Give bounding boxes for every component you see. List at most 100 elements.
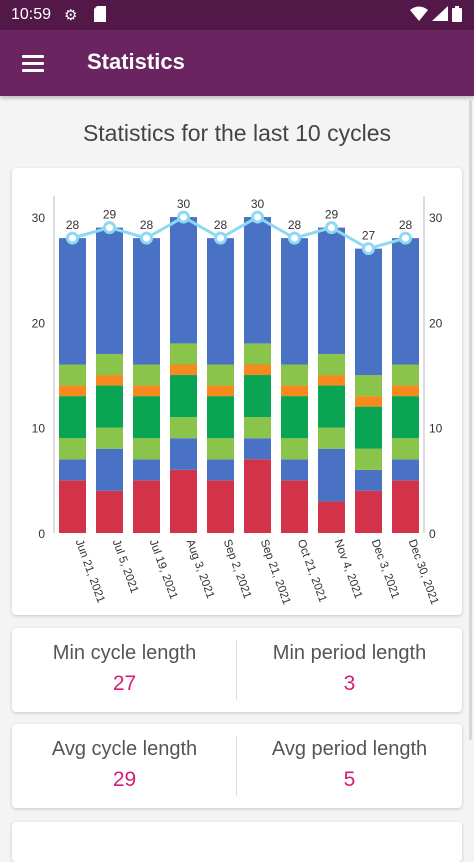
menu-button[interactable] [14, 48, 54, 78]
x-tick-label: Jul 5, 2021 [110, 538, 141, 595]
x-tick-label: Nov 4, 2021 [332, 538, 364, 600]
x-tick-label: Sep 2, 2021 [221, 538, 253, 600]
bar-segment [318, 427, 345, 449]
avg-period-label: Avg period length [271, 738, 428, 760]
data-label: 30 [177, 197, 191, 211]
bar-segment [281, 459, 308, 481]
cycle-chart: 0 0 10 10 20 20 30 30 Jun 21, 2021 Jul 5, 2021 Jul… [32, 196, 443, 606]
bar-segment [318, 448, 345, 502]
min-cycle-stat: Min cycle length 27 [12, 628, 237, 712]
status-time: 10:59 [11, 6, 52, 23]
min-period-value: 3 [343, 672, 356, 695]
bar-segment [96, 353, 123, 376]
bar-segment [281, 480, 308, 533]
avg-cycle-stat: Avg cycle length 29 [12, 724, 237, 808]
x-tick-label: Dec 3, 2021 [369, 538, 401, 600]
avg-period-stat: Avg period length 5 [237, 724, 462, 808]
bar-segment [133, 238, 160, 365]
data-label: 30 [251, 197, 265, 211]
cycle-length-point [251, 210, 264, 224]
signal-icon [432, 6, 448, 25]
bar-segment [244, 459, 271, 533]
data-label: 28 [140, 218, 154, 232]
bar-segment [96, 375, 123, 386]
stat-card-avg: Avg cycle length 29 Avg period length 5 [12, 724, 462, 808]
cycle-length-point [214, 231, 227, 245]
data-label: 28 [214, 218, 228, 232]
bar-segment [59, 396, 86, 439]
cycle-length-line [72, 215, 406, 251]
y-tick-label-left: 20 [32, 316, 46, 330]
cycle-length-point [66, 231, 79, 245]
data-label: 29 [103, 208, 117, 222]
bar-segment [244, 217, 271, 344]
page-title: Statistics [87, 49, 185, 74]
bar-segment [355, 490, 382, 533]
y-tick-label-right: 30 [429, 211, 443, 225]
bar-segment [318, 353, 345, 376]
bar-segment [133, 438, 160, 460]
bar-segment [355, 248, 382, 376]
data-label: 28 [399, 218, 413, 232]
bar-segment [392, 238, 419, 365]
cycle-length-point [288, 231, 301, 245]
bar-segment [59, 238, 86, 365]
bar-segment [59, 459, 86, 481]
bar-segment [355, 396, 382, 407]
bar-segment [133, 480, 160, 533]
data-label: 28 [288, 218, 302, 232]
bar-segment [244, 417, 271, 439]
scrollbar[interactable] [469, 100, 472, 740]
bar-segment [96, 490, 123, 533]
bar-segment [170, 375, 197, 418]
x-tick-label: Jun 21, 2021 [73, 538, 107, 605]
bar-segment [355, 448, 382, 470]
sd-card-icon [94, 6, 106, 26]
bar-segment [59, 364, 86, 386]
data-label: 29 [325, 208, 339, 222]
avg-cycle-label: Avg cycle length [51, 738, 198, 760]
cycle-length-point [325, 221, 338, 235]
bar-segment [59, 438, 86, 460]
gear-icon: ⚙ [64, 7, 78, 24]
bar-segment [207, 438, 234, 460]
status-bar: 10:59 ⚙ [0, 0, 474, 30]
bar-segment [392, 364, 419, 386]
bar-segment [355, 406, 382, 449]
bar-segment [96, 448, 123, 491]
stat-card-more [12, 822, 462, 862]
bar-segment [133, 364, 160, 386]
bar-segment [133, 385, 160, 397]
divider [236, 736, 237, 796]
x-tick-label: Oct 21, 2021 [295, 538, 329, 604]
y-tick-label-right: 0 [429, 527, 436, 541]
y-tick-label-right: 10 [429, 422, 443, 436]
y-tick-label-left: 10 [32, 422, 46, 436]
bar-segment [170, 438, 197, 470]
min-period-stat: Min period length 3 [237, 628, 462, 712]
bar-segment [207, 364, 234, 386]
y-tick-label-left: 0 [38, 527, 45, 541]
bar-segment [96, 227, 123, 354]
cycle-length-point [140, 231, 153, 245]
bar-segment [170, 217, 197, 344]
bar-segment [244, 438, 271, 460]
x-tick-label: Sep 21, 2021 [258, 538, 293, 606]
cycle-length-point [103, 221, 116, 235]
bar-segment [355, 375, 382, 397]
min-period-label: Min period length [272, 642, 427, 664]
divider [236, 640, 237, 700]
data-label: 28 [66, 218, 80, 232]
bar-segment [318, 375, 345, 386]
bar-segment [281, 396, 308, 439]
bar-segment [392, 396, 419, 439]
app-bar: Statistics [0, 30, 474, 96]
bar-segment [244, 364, 271, 376]
avg-cycle-value: 29 [112, 768, 137, 791]
bar-segment [170, 364, 197, 376]
y-tick-label-left: 30 [32, 211, 46, 225]
min-cycle-label: Min cycle length [52, 642, 197, 664]
stat-card-min: Min cycle length 27 Min period length 3 [12, 628, 462, 712]
x-tick-label: Jul 19, 2021 [147, 538, 180, 601]
x-tick-label: Dec 30, 2021 [406, 538, 441, 606]
